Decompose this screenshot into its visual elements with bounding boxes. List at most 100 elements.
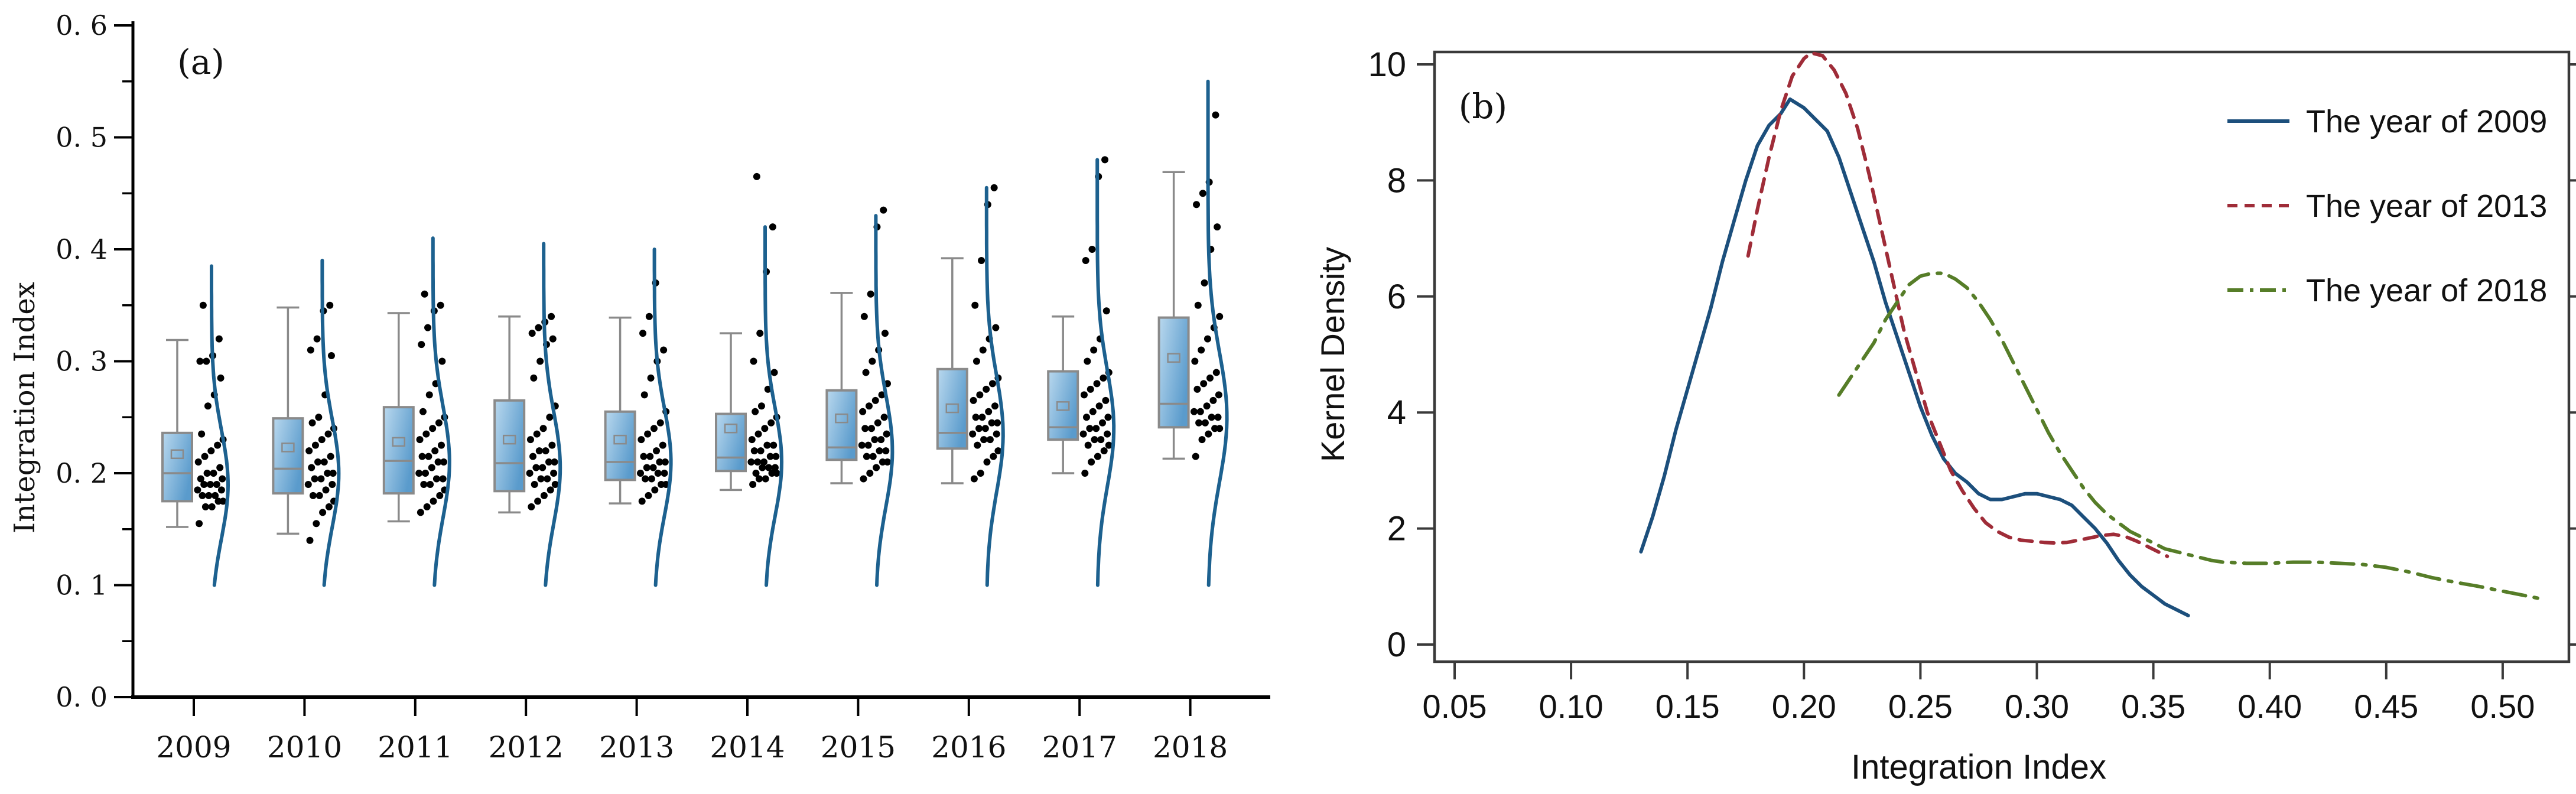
mean-marker xyxy=(835,413,848,424)
data-point xyxy=(660,346,668,354)
x-year-label: 2018 xyxy=(1153,730,1228,764)
data-point xyxy=(979,346,987,354)
data-point xyxy=(869,357,876,365)
legend-item-2009: The year of 2009 xyxy=(2227,104,2547,139)
kde-line-2018 xyxy=(1837,271,2539,600)
data-point xyxy=(440,458,448,466)
data-point xyxy=(547,486,554,494)
y-axis-title: Integration Index xyxy=(8,282,41,533)
data-point xyxy=(1200,380,1208,388)
data-point xyxy=(976,391,984,399)
data-point xyxy=(418,341,425,349)
data-point xyxy=(767,419,775,427)
data-point xyxy=(308,464,316,471)
data-point xyxy=(416,436,424,444)
data-point xyxy=(219,497,227,505)
data-point xyxy=(207,480,214,488)
data-point xyxy=(971,301,979,309)
year-group-2013: 2013 xyxy=(599,248,674,764)
data-point xyxy=(545,458,552,466)
x-tick-label: 0.45 xyxy=(2354,688,2418,725)
data-point xyxy=(749,480,757,488)
scatter-points xyxy=(1191,111,1224,460)
data-point xyxy=(972,414,980,421)
x-tick-label: 0.05 xyxy=(1423,688,1487,725)
plot-frame xyxy=(1433,50,2571,663)
mean-marker xyxy=(392,437,406,447)
data-point xyxy=(990,184,998,191)
data-point xyxy=(1214,223,1221,231)
data-point xyxy=(551,458,558,466)
data-point xyxy=(437,301,444,309)
data-point xyxy=(200,480,208,488)
data-point xyxy=(208,503,216,510)
data-point xyxy=(656,419,664,427)
x-year-label: 2010 xyxy=(267,730,342,764)
data-point xyxy=(428,464,435,471)
data-point xyxy=(210,470,217,477)
data-point xyxy=(420,480,428,488)
iqr-box xyxy=(1047,370,1079,441)
data-point xyxy=(322,486,330,494)
mean-marker xyxy=(502,434,516,445)
scatter-points xyxy=(194,301,227,528)
data-point xyxy=(1198,346,1205,354)
iqr-box xyxy=(715,412,747,473)
y-tick-label: 0 xyxy=(1387,626,1406,664)
mean-marker xyxy=(613,434,627,445)
data-point xyxy=(661,470,668,477)
violin-curve xyxy=(431,236,451,587)
data-point xyxy=(422,430,430,438)
data-point xyxy=(214,441,222,449)
year-group-2011: 2011 xyxy=(378,236,453,764)
violin-curve xyxy=(542,242,562,587)
data-point xyxy=(328,480,336,488)
data-point xyxy=(438,441,445,449)
data-point xyxy=(770,441,778,449)
data-point xyxy=(654,470,662,477)
data-point xyxy=(1209,396,1217,404)
data-point xyxy=(532,464,540,471)
data-point xyxy=(983,458,991,466)
data-point xyxy=(765,464,773,471)
data-point xyxy=(1089,408,1097,415)
data-point xyxy=(1191,408,1198,415)
data-point xyxy=(752,470,760,477)
data-point xyxy=(1084,357,1091,365)
x-year-label: 2013 xyxy=(599,730,674,764)
data-point xyxy=(642,475,649,483)
data-point xyxy=(430,497,437,505)
data-point xyxy=(304,480,312,488)
x-year-label: 2012 xyxy=(489,730,564,764)
data-point xyxy=(753,173,760,180)
x-tick-label: 0.30 xyxy=(2005,688,2069,725)
data-point xyxy=(866,470,874,477)
data-point xyxy=(1208,414,1215,421)
iqr-box xyxy=(825,389,858,461)
data-point xyxy=(313,520,320,528)
data-point xyxy=(752,408,759,415)
y-tick-label: 4 xyxy=(1387,393,1406,432)
data-point xyxy=(432,475,440,483)
data-point xyxy=(423,503,431,510)
x-tick-label: 0.25 xyxy=(1888,688,1953,725)
data-point xyxy=(213,480,220,488)
mean-marker xyxy=(170,449,184,460)
data-point xyxy=(1084,441,1092,449)
year-group-2014: 2014 xyxy=(710,173,785,764)
data-point xyxy=(757,402,765,410)
data-point xyxy=(1212,111,1219,119)
data-point xyxy=(199,301,207,309)
mean-marker xyxy=(1167,353,1180,363)
y-tick-label: 0. 1 xyxy=(56,570,108,601)
data-point xyxy=(881,330,889,337)
panel-a-container: 0. 0 0. 1 0. 2 0. 3 0. 4 0. 5 0. 6 Integration … xyxy=(8,9,1270,764)
data-point xyxy=(314,458,321,466)
data-point xyxy=(992,324,1000,331)
data-point xyxy=(862,369,870,376)
violin-curve xyxy=(1095,158,1116,587)
data-point xyxy=(991,402,998,410)
data-point xyxy=(308,419,316,427)
data-point xyxy=(863,453,870,460)
data-point xyxy=(1081,470,1089,477)
